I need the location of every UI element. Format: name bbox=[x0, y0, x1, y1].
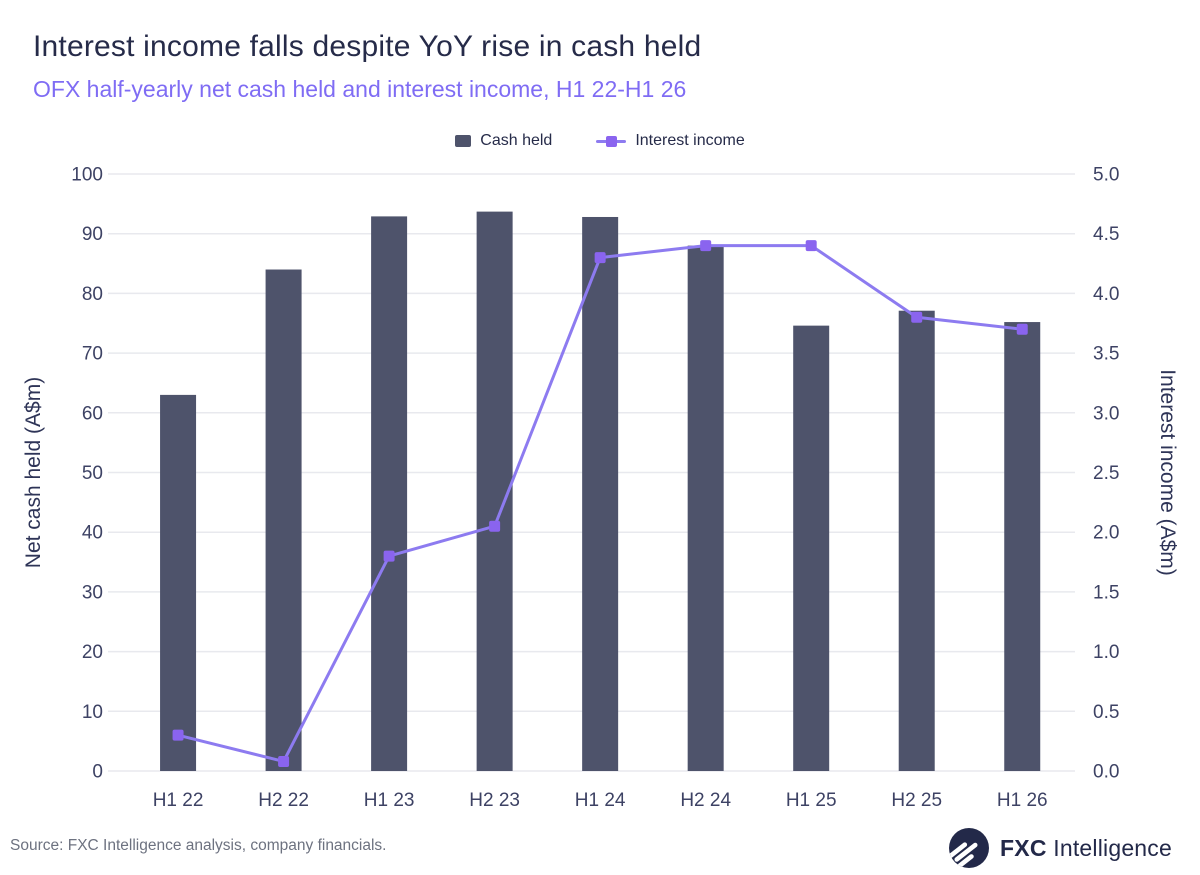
svg-text:4.0: 4.0 bbox=[1093, 284, 1119, 305]
svg-text:H1 23: H1 23 bbox=[364, 790, 415, 811]
svg-text:4.5: 4.5 bbox=[1093, 224, 1119, 245]
source-note: Source: FXC Intelligence analysis, compa… bbox=[10, 837, 387, 854]
svg-text:40: 40 bbox=[82, 523, 103, 544]
svg-text:90: 90 bbox=[82, 224, 103, 245]
svg-text:10: 10 bbox=[82, 702, 103, 723]
svg-text:H1 22: H1 22 bbox=[153, 790, 204, 811]
legend-item-interest-income: Interest income bbox=[596, 132, 745, 150]
svg-text:0.5: 0.5 bbox=[1093, 702, 1119, 723]
svg-text:30: 30 bbox=[82, 582, 103, 603]
legend-label-cash-held: Cash held bbox=[480, 132, 553, 149]
fxc-logo-text: FXC Intelligence bbox=[1000, 834, 1172, 861]
svg-text:H1 26: H1 26 bbox=[997, 790, 1048, 811]
svg-text:3.5: 3.5 bbox=[1093, 344, 1119, 365]
svg-text:H2 25: H2 25 bbox=[891, 790, 942, 811]
interest-income-swatch-icon bbox=[596, 135, 627, 147]
legend: Cash held Interest income bbox=[0, 132, 1200, 150]
svg-text:100: 100 bbox=[71, 165, 103, 186]
svg-text:0: 0 bbox=[92, 762, 103, 783]
chart-subtitle: OFX half-yearly net cash held and intere… bbox=[33, 76, 687, 102]
svg-text:80: 80 bbox=[82, 284, 103, 305]
svg-text:60: 60 bbox=[82, 403, 103, 424]
svg-text:H1 25: H1 25 bbox=[786, 790, 837, 811]
svg-text:5.0: 5.0 bbox=[1093, 165, 1119, 186]
fxc-logo: FXC Intelligence bbox=[948, 827, 1172, 869]
cash-held-swatch-icon bbox=[455, 135, 472, 147]
footer: Source: FXC Intelligence analysis, compa… bbox=[0, 825, 1200, 875]
svg-text:2.0: 2.0 bbox=[1093, 523, 1119, 544]
fxc-logo-icon bbox=[948, 828, 990, 869]
svg-text:20: 20 bbox=[82, 642, 103, 663]
svg-text:H2 22: H2 22 bbox=[258, 790, 309, 811]
svg-text:H1 24: H1 24 bbox=[575, 790, 626, 811]
svg-text:0.0: 0.0 bbox=[1093, 762, 1119, 783]
svg-text:H2 24: H2 24 bbox=[680, 790, 731, 811]
svg-text:2.5: 2.5 bbox=[1093, 463, 1119, 484]
svg-text:Net cash held (A$m): Net cash held (A$m) bbox=[22, 377, 45, 568]
legend-item-cash-held: Cash held bbox=[455, 132, 552, 150]
svg-text:70: 70 bbox=[82, 344, 103, 365]
svg-text:Interest income (A$m): Interest income (A$m) bbox=[1156, 369, 1179, 576]
svg-text:3.0: 3.0 bbox=[1093, 403, 1119, 424]
svg-text:1.5: 1.5 bbox=[1093, 582, 1119, 603]
chart-title: Interest income falls despite YoY rise i… bbox=[33, 30, 702, 63]
svg-text:1.0: 1.0 bbox=[1093, 642, 1119, 663]
svg-text:50: 50 bbox=[82, 463, 103, 484]
svg-text:H2 23: H2 23 bbox=[469, 790, 520, 811]
legend-label-interest-income: Interest income bbox=[635, 132, 745, 149]
